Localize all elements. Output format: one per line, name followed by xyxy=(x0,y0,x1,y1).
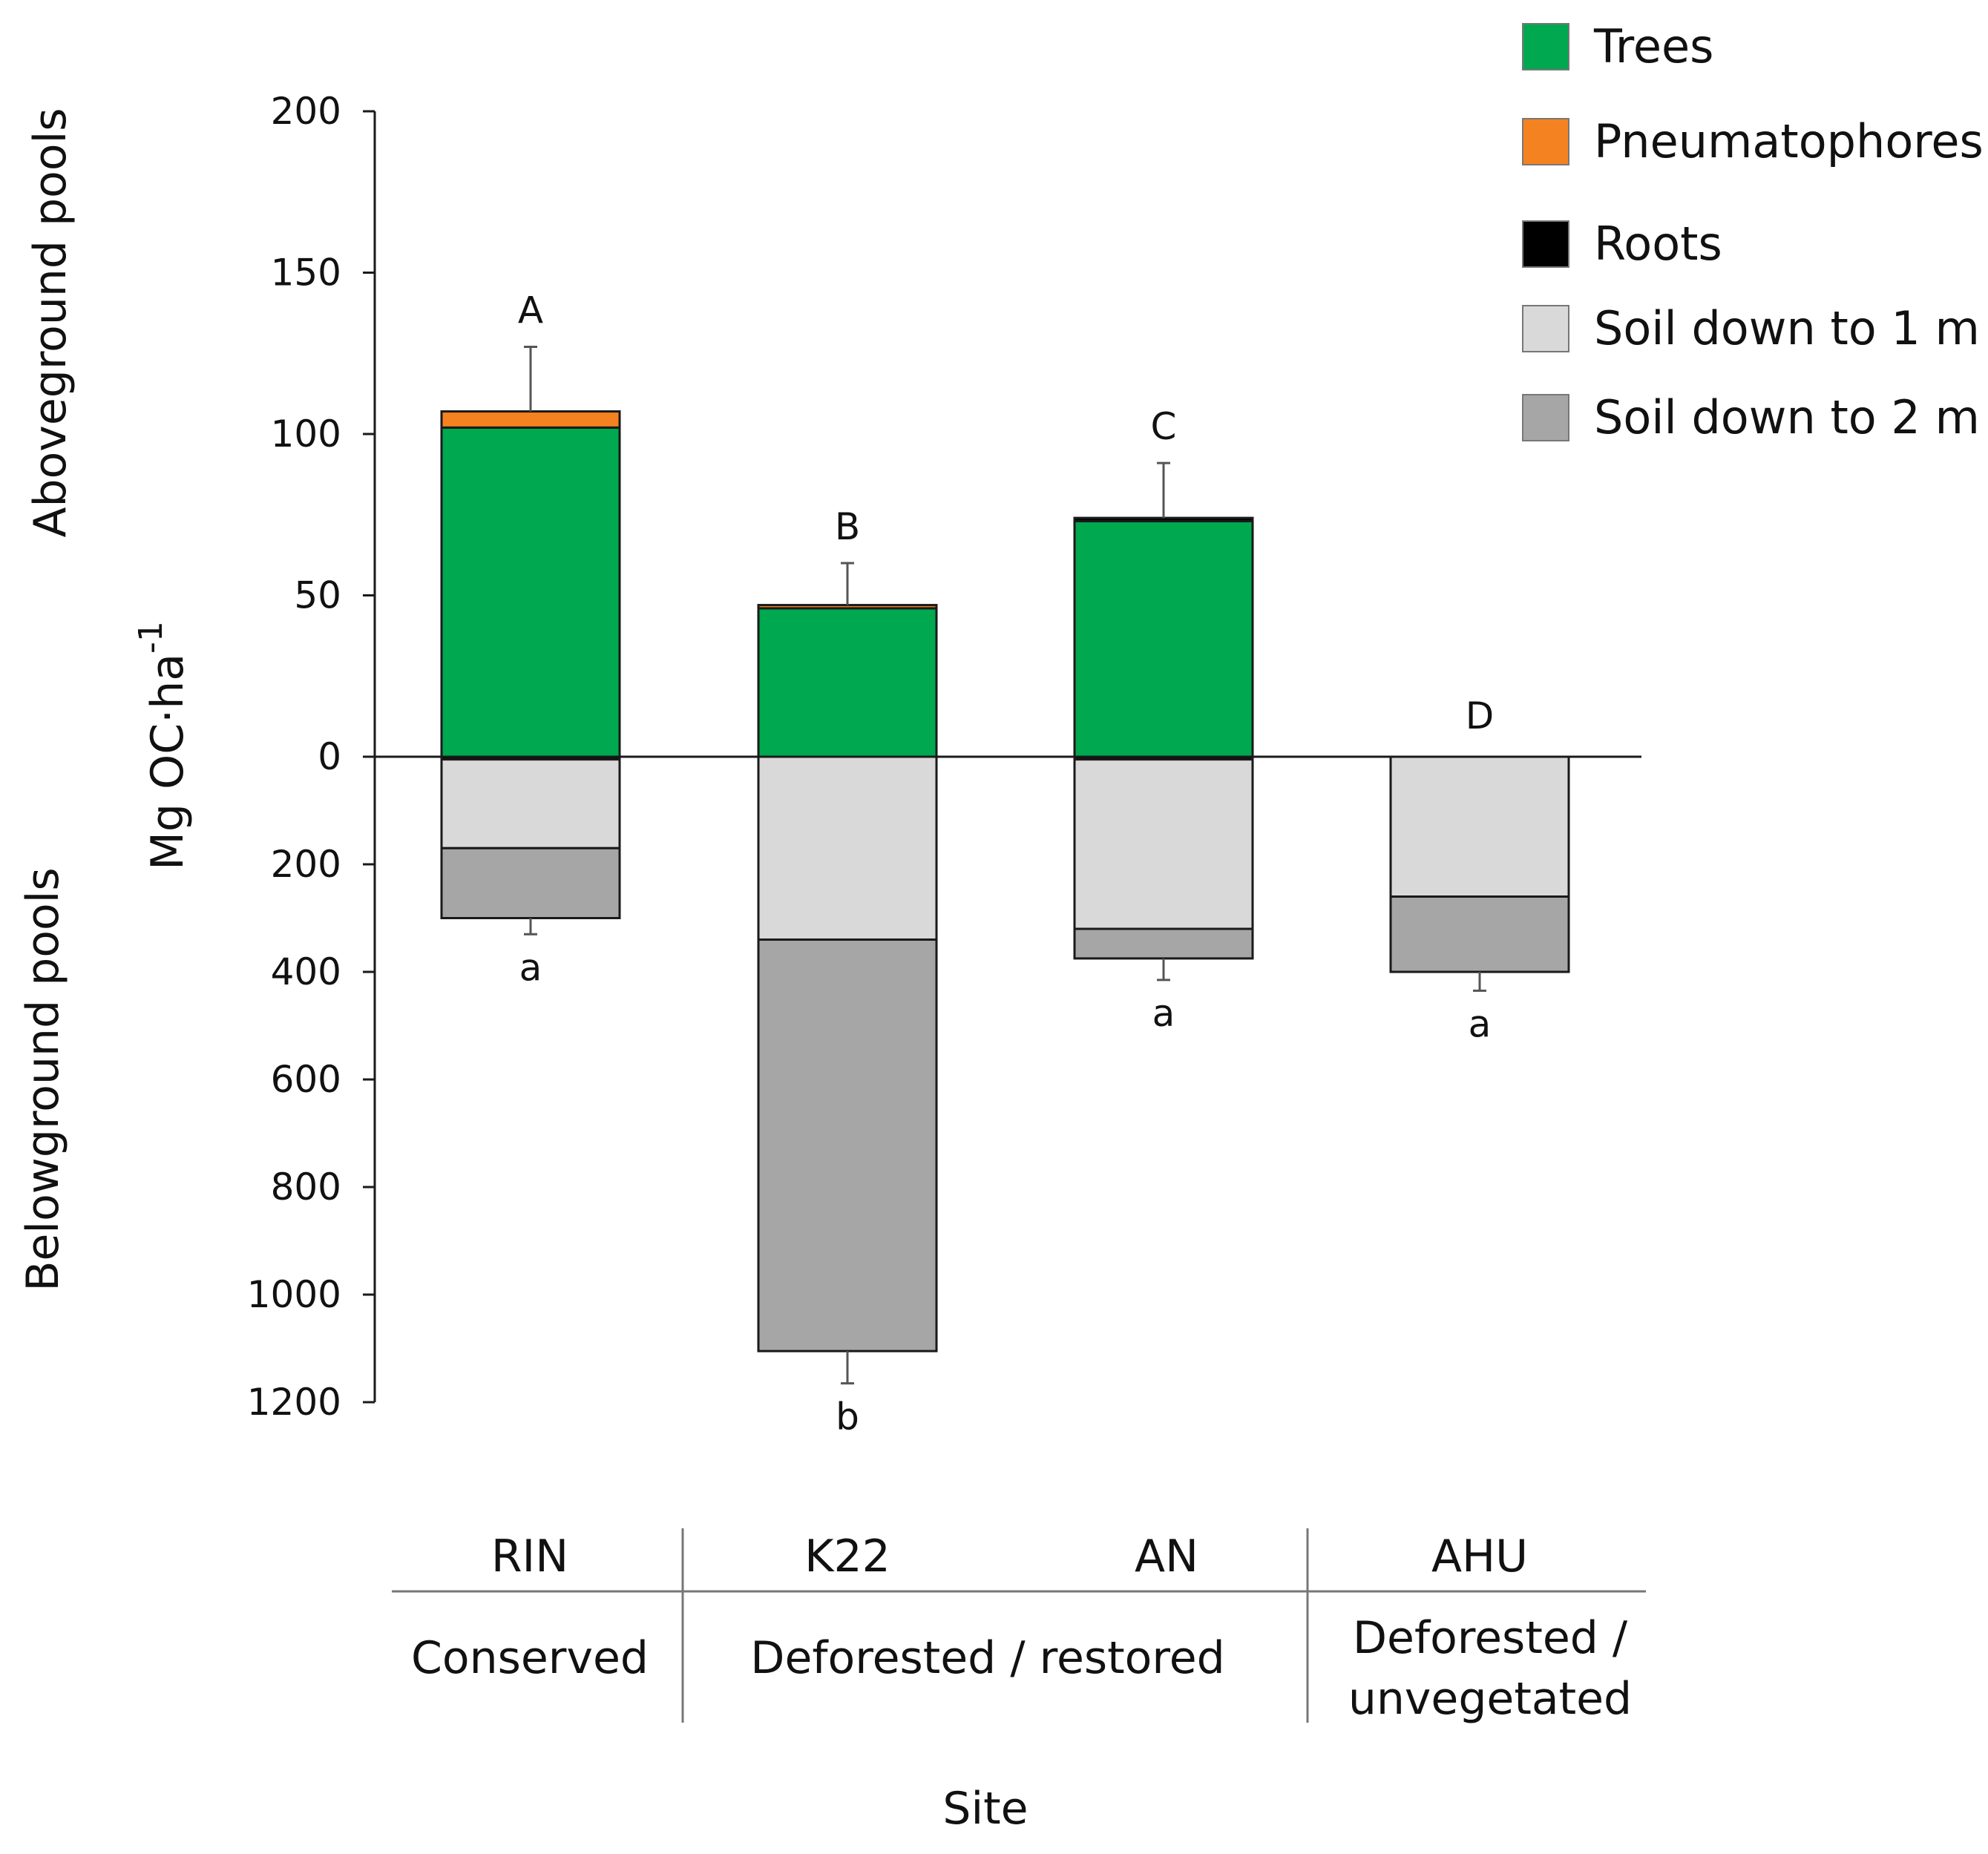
group-label-1: Deforested / restored xyxy=(750,1632,1224,1684)
tick-label-lower-200: 200 xyxy=(271,843,341,886)
bar-above-AN-trees xyxy=(1073,519,1254,758)
bar-above-RIN-pneumatophores xyxy=(440,410,621,429)
legend-swatch-roots xyxy=(1522,220,1569,268)
bar-below-K22-soil-down-to-1-m xyxy=(757,755,938,941)
site-table: RIN K22 AN AHU Conserved Deforested / restore… xyxy=(392,1528,1646,1725)
group-label-0: Conserved xyxy=(411,1632,649,1684)
bar-above-K22-trees xyxy=(757,607,938,758)
letter-above-AHU: D xyxy=(1466,694,1495,737)
bar-below-RIN-soil-down-to-2-m xyxy=(440,847,621,919)
bar-above-RIN-trees xyxy=(440,426,621,758)
axes-layer xyxy=(373,111,1641,1402)
legend-label-soil-down-to-1-m: Soil down to 1 m xyxy=(1594,301,1980,355)
letter-below-AHU: a xyxy=(1469,1002,1492,1045)
letter-above-K22: B xyxy=(835,505,860,548)
bar-below-K22-soil-down-to-2-m xyxy=(757,938,938,1352)
bar-below-AN-soil-down-to-1-m xyxy=(1073,758,1254,930)
letter-below-AN: a xyxy=(1152,992,1175,1035)
bar-below-AN-soil-down-to-2-m xyxy=(1073,927,1254,960)
significance-letters-layer: Aa Bb Ca Da xyxy=(518,289,1494,1439)
site-label-AHU: AHU xyxy=(1431,1531,1528,1582)
legend-label-pneumatophores: Pneumatophores xyxy=(1594,114,1984,168)
bar-below-AHU-soil-down-to-1-m xyxy=(1389,755,1570,898)
legend-label-soil-down-to-2-m: Soil down to 2 m xyxy=(1594,390,1980,444)
error-bars-layer xyxy=(524,346,1486,1385)
legend-swatch-pneumatophores xyxy=(1522,118,1569,165)
tick-label-upper-150: 150 xyxy=(271,252,341,295)
y-axis-unit-exponent: -1 xyxy=(132,621,170,654)
bar-above-K22-pneumatophores xyxy=(757,604,938,610)
legend: Trees Pneumatophores Roots Soil down to 1 m… xyxy=(1522,19,1984,444)
tick-label-lower-600: 600 xyxy=(271,1058,341,1101)
tick-label-lower-400: 400 xyxy=(271,950,341,993)
tick-label-lower-1000: 1000 xyxy=(247,1273,341,1316)
tick-label-upper-200: 200 xyxy=(271,90,341,133)
bar-above-AN-roots xyxy=(1073,516,1254,522)
letter-below-K22: b xyxy=(836,1396,859,1439)
letter-below-RIN: a xyxy=(519,946,542,989)
site-label-AN: AN xyxy=(1135,1531,1198,1582)
tick-label-upper-0: 0 xyxy=(318,735,341,778)
legend-swatch-soil-down-to-1-m xyxy=(1522,305,1569,352)
site-label-RIN: RIN xyxy=(491,1531,568,1582)
y-axis-unit-label: Mg OC·ha-1 xyxy=(132,621,194,870)
legend-swatch-soil-down-to-2-m xyxy=(1522,394,1569,441)
ticks-layer: 200 150 100 50 0 200 400 600 800 1000 1200 xyxy=(247,90,375,1424)
tick-label-lower-1200: 1200 xyxy=(247,1381,341,1424)
group-label-3: unvegetated xyxy=(1348,1673,1632,1725)
y-axis-lower-label: Belowground pools xyxy=(17,867,69,1291)
bar-below-RIN-soil-down-to-1-m xyxy=(440,758,621,849)
tick-label-upper-100: 100 xyxy=(271,412,341,456)
site-label-K22: K22 xyxy=(804,1531,890,1582)
group-label-2: Deforested / xyxy=(1353,1612,1628,1664)
y-axis-upper-label: Aboveground pools xyxy=(24,108,76,537)
tick-label-lower-800: 800 xyxy=(271,1166,341,1209)
bar-below-AHU-soil-down-to-2-m xyxy=(1389,895,1570,973)
legend-swatch-trees xyxy=(1522,23,1569,70)
letter-above-RIN: A xyxy=(518,289,543,332)
legend-label-trees: Trees xyxy=(1593,19,1713,73)
letter-above-AN: C xyxy=(1151,405,1177,448)
x-axis-label: Site xyxy=(942,1783,1028,1835)
tick-label-upper-50: 50 xyxy=(294,574,341,617)
bars-layer xyxy=(440,410,1570,1352)
legend-label-roots: Roots xyxy=(1594,217,1722,271)
y-axis-unit-text: Mg OC·ha xyxy=(142,654,194,870)
